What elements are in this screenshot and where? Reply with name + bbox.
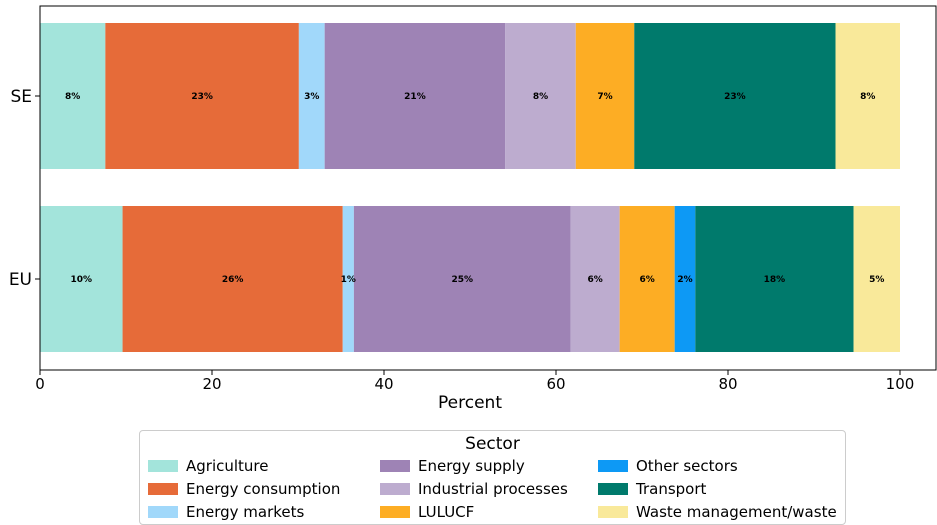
x-tick-label: 20 bbox=[202, 375, 221, 393]
x-tick-label: 40 bbox=[374, 375, 393, 393]
stacked-bar-chart: 8% 23% 3% 21% 8% 7% 23% 8% 10% 26% 1% 25% 6% 6% 2% 18% 5… bbox=[9, 5, 937, 413]
bar-eu-other-sectors bbox=[674, 206, 696, 352]
bar-se-agriculture bbox=[40, 23, 106, 169]
legend-swatch bbox=[598, 506, 628, 518]
x-tick-label: 80 bbox=[718, 375, 737, 393]
legend-swatch bbox=[380, 460, 410, 472]
bar-label-layer: 8% 23% 3% 21% 8% 7% 23% 8% 10% 26% 1% 25% 6% 6% 2% 18% 5… bbox=[65, 92, 884, 285]
bar-eu-agriculture bbox=[40, 206, 123, 352]
legend-label: LULUCF bbox=[418, 503, 475, 521]
bar-value-label: 6% bbox=[587, 275, 602, 285]
legend-swatch bbox=[148, 460, 178, 472]
legend-label: Industrial processes bbox=[418, 480, 568, 498]
bar-value-label: 3% bbox=[304, 92, 319, 102]
bar-eu-energy-consumption bbox=[122, 206, 343, 352]
legend: Sector Agriculture Energy consumption Ener… bbox=[139, 430, 846, 525]
bar-eu-energy-supply bbox=[353, 206, 571, 352]
legend-label: Energy supply bbox=[418, 457, 525, 475]
bar-value-label: 18% bbox=[764, 275, 786, 285]
bar-value-label: 7% bbox=[597, 92, 612, 102]
bar-value-label: 10% bbox=[71, 275, 93, 285]
x-tick-label: 0 bbox=[35, 375, 45, 393]
legend-label: Energy consumption bbox=[186, 480, 341, 498]
legend-label: Energy markets bbox=[186, 503, 305, 521]
bar-value-label: 21% bbox=[404, 92, 426, 102]
x-tick-label: 100 bbox=[886, 375, 915, 393]
bar-se-waste-management-waste bbox=[835, 23, 900, 169]
legend-swatch bbox=[380, 483, 410, 495]
bar-value-label: 8% bbox=[860, 92, 875, 102]
bar-value-label: 6% bbox=[640, 275, 655, 285]
bar-se-transport bbox=[634, 23, 836, 169]
bar-value-label: 8% bbox=[65, 92, 80, 102]
bar-value-label: 25% bbox=[451, 275, 473, 285]
y-tick-label: SE bbox=[10, 87, 32, 107]
bar-eu-lulucf bbox=[619, 206, 675, 352]
legend-swatch bbox=[598, 483, 628, 495]
plot-frame bbox=[39, 5, 937, 371]
bar-value-label: 1% bbox=[341, 275, 356, 285]
bar-eu-energy-markets bbox=[342, 206, 354, 352]
legend-title: Sector bbox=[465, 434, 520, 454]
legend-label: Transport bbox=[636, 480, 707, 498]
x-tick-label: 60 bbox=[546, 375, 565, 393]
x-axis-label: Percent bbox=[438, 393, 502, 413]
bar-value-label: 2% bbox=[677, 275, 692, 285]
bar-layer bbox=[40, 23, 900, 352]
legend-swatch bbox=[598, 460, 628, 472]
legend-label: Agriculture bbox=[186, 457, 269, 475]
bar-se-energy-consumption bbox=[105, 23, 299, 169]
x-axis: 0 20 40 60 80 100 bbox=[35, 370, 914, 393]
bar-eu-industrial-processes bbox=[570, 206, 620, 352]
bar-se-energy-markets bbox=[298, 23, 325, 169]
bar-value-label: 23% bbox=[724, 92, 746, 102]
bar-se-energy-supply bbox=[324, 23, 506, 169]
legend-label: Waste management/waste bbox=[636, 503, 837, 521]
legend-label: Other sectors bbox=[636, 457, 738, 475]
bar-value-label: 5% bbox=[869, 275, 884, 285]
bar-eu-waste-management-waste bbox=[853, 206, 900, 352]
bar-se-lulucf bbox=[575, 23, 635, 169]
bar-eu-transport bbox=[695, 206, 854, 352]
legend-swatch bbox=[148, 483, 178, 495]
y-axis: SE EU bbox=[9, 87, 40, 290]
bar-value-label: 8% bbox=[533, 92, 548, 102]
legend-swatch bbox=[380, 506, 410, 518]
bar-se-industrial-processes bbox=[505, 23, 576, 169]
legend-swatch bbox=[148, 506, 178, 518]
bar-value-label: 26% bbox=[222, 275, 244, 285]
bar-value-label: 23% bbox=[191, 92, 213, 102]
y-tick-label: EU bbox=[9, 270, 32, 290]
